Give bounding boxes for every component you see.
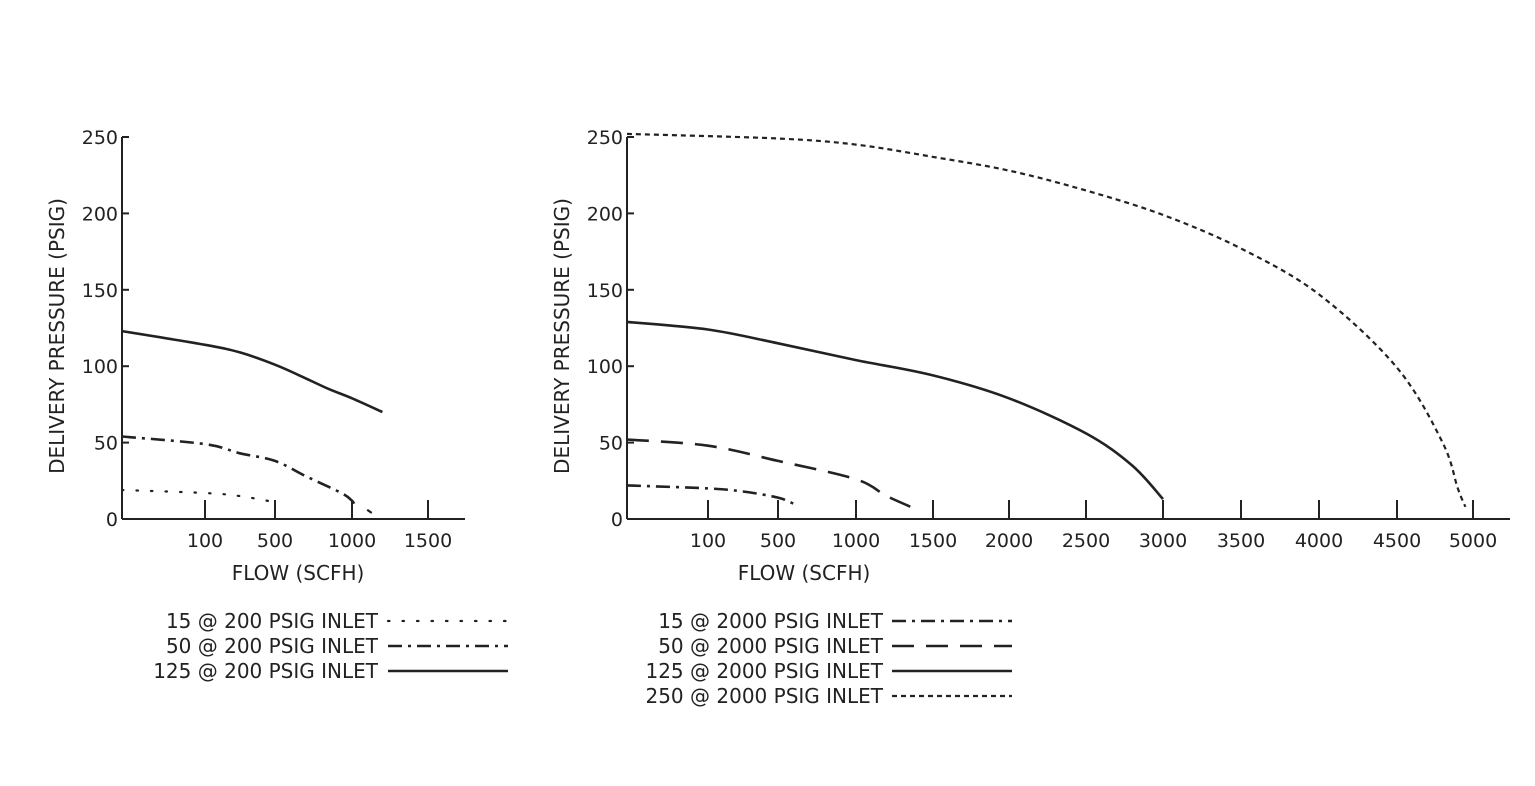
chart-1: 0 50 100 150 200 250 100 500 1000 1500 DELIVERY PR… <box>45 127 510 683</box>
legend-label-1: 15 @ 2000 PSIG INLET <box>658 609 884 633</box>
y-tick-label: 0 <box>611 509 623 531</box>
y-tick-label: 250 <box>82 127 118 149</box>
series-line-1 <box>120 488 277 504</box>
x-tick-label: 2000 <box>985 530 1033 552</box>
chart-2: 0 50 100 150 200 250 100 500 1000 1500 2000 2500 300… <box>550 127 1510 708</box>
x-tick-label: 1500 <box>909 530 957 552</box>
x-tick-label: 3500 <box>1217 530 1265 552</box>
x-axis-title: FLOW (SCFH) <box>232 561 365 585</box>
y-tick-label: 50 <box>94 433 118 455</box>
legend-label-2: 50 @ 200 PSIG INLET <box>166 634 379 658</box>
series-line-2 <box>121 435 357 506</box>
legend-label-4: 250 @ 2000 PSIG INLET <box>645 684 883 708</box>
y-tick-label: 150 <box>587 280 623 302</box>
series-line-2 <box>626 438 919 511</box>
series-tail-mark <box>366 508 373 514</box>
y-tick-label: 100 <box>587 356 623 378</box>
series-line-3 <box>121 329 383 414</box>
x-axis-title: FLOW (SCFH) <box>738 561 871 585</box>
y-tick-label: 150 <box>82 280 118 302</box>
x-tick-label: 100 <box>690 530 726 552</box>
series-line-1 <box>626 484 795 505</box>
y-tick-label: 50 <box>599 433 623 455</box>
x-tick-label: 500 <box>257 530 293 552</box>
legend-label-3: 125 @ 2000 PSIG INLET <box>645 659 883 683</box>
x-tick-label: 1500 <box>404 530 452 552</box>
x-tick-label: 5000 <box>1449 530 1497 552</box>
legend-label-1: 15 @ 200 PSIG INLET <box>166 609 379 633</box>
y-tick-label: 200 <box>82 203 118 225</box>
y-tick-label: 200 <box>587 203 623 225</box>
y-tick-label: 250 <box>587 127 623 149</box>
y-tick-label: 100 <box>82 356 118 378</box>
x-tick-label: 3000 <box>1139 530 1187 552</box>
x-tick-label: 1000 <box>328 530 376 552</box>
x-tick-label: 1000 <box>832 530 880 552</box>
x-tick-label: 4000 <box>1295 530 1343 552</box>
x-tick-label: 2500 <box>1062 530 1110 552</box>
legend-label-2: 50 @ 2000 PSIG INLET <box>658 634 884 658</box>
series-line-3 <box>626 320 1164 500</box>
legend-label-3: 125 @ 200 PSIG INLET <box>153 659 379 683</box>
x-tick-label: 500 <box>760 530 796 552</box>
series-line-4 <box>626 132 1467 508</box>
y-tick-label: 0 <box>106 509 118 531</box>
x-tick-label: 100 <box>187 530 223 552</box>
x-tick-label: 4500 <box>1373 530 1421 552</box>
y-axis-title: DELIVERY PRESSURE (PSIG) <box>45 198 69 474</box>
y-axis-title: DELIVERY PRESSURE (PSIG) <box>550 198 574 474</box>
